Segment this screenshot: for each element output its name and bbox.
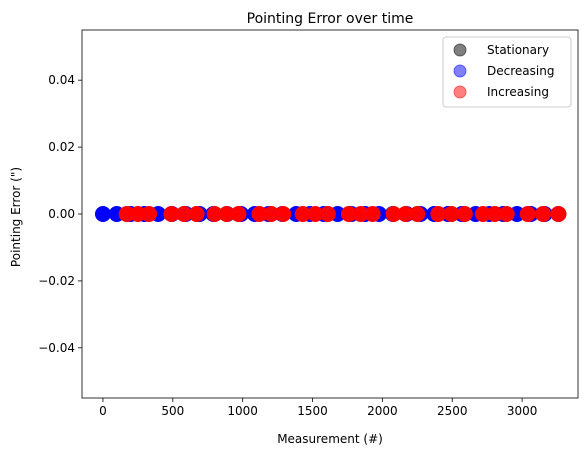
data-point: [275, 206, 292, 222]
x-axis-label: Measurement (#): [277, 432, 383, 446]
data-point: [486, 206, 503, 222]
y-tick-label: 0.00: [48, 207, 75, 221]
data-point: [385, 206, 402, 222]
y-tick-label: −0.04: [38, 341, 75, 355]
chart-title: Pointing Error over time: [247, 11, 414, 27]
legend: Stationary Decreasing Increasing: [442, 36, 572, 108]
legend-marker: [453, 43, 467, 57]
legend-label: Stationary: [487, 43, 549, 57]
plot-area: 0 500 1000 1500 2000 2500 3000 0.04 0.02 0.00 −0.0…: [38, 29, 579, 418]
y-tick-label: 0.04: [48, 73, 75, 87]
legend-box: [442, 36, 572, 108]
y-tick-label: 0.02: [48, 140, 75, 154]
data-point: [364, 206, 381, 222]
data-point: [129, 206, 146, 222]
x-tick-label: 1000: [227, 404, 258, 418]
legend-marker: [453, 64, 467, 78]
x-tick-label: 3000: [507, 404, 538, 418]
data-point: [443, 206, 460, 222]
data-point: [263, 206, 280, 222]
data-point: [319, 206, 336, 222]
data-point: [218, 206, 235, 222]
data-point: [519, 206, 536, 222]
data-point: [409, 206, 426, 222]
data-point: [251, 206, 268, 222]
series-increasing: [118, 206, 567, 222]
x-tick-label: 2000: [367, 404, 398, 418]
data-point: [456, 206, 473, 222]
data-point: [118, 206, 135, 222]
y-tick-label: −0.02: [38, 274, 75, 288]
data-point: [307, 206, 324, 222]
data-point: [340, 206, 357, 222]
x-tick-label: 1500: [297, 404, 328, 418]
data-point: [163, 206, 180, 222]
data-point: [474, 206, 491, 222]
x-tick-label: 2500: [437, 404, 468, 418]
data-point: [188, 206, 205, 222]
data-point: [230, 206, 247, 222]
data-point: [352, 206, 369, 222]
data-point: [94, 206, 111, 222]
data-point: [550, 206, 567, 222]
legend-label: Decreasing: [487, 64, 554, 78]
data-point: [498, 206, 515, 222]
y-axis-label: Pointing Error ("): [9, 167, 23, 267]
data-point: [206, 206, 223, 222]
data-point: [141, 206, 158, 222]
legend-marker: [453, 85, 467, 99]
data-point: [430, 206, 447, 222]
data-point: [397, 206, 414, 222]
x-tick-label: 500: [161, 404, 184, 418]
data-point: [175, 206, 192, 222]
data-point: [294, 206, 311, 222]
x-tick-label: 0: [99, 404, 107, 418]
data-point: [535, 206, 552, 222]
legend-label: Increasing: [487, 85, 549, 99]
